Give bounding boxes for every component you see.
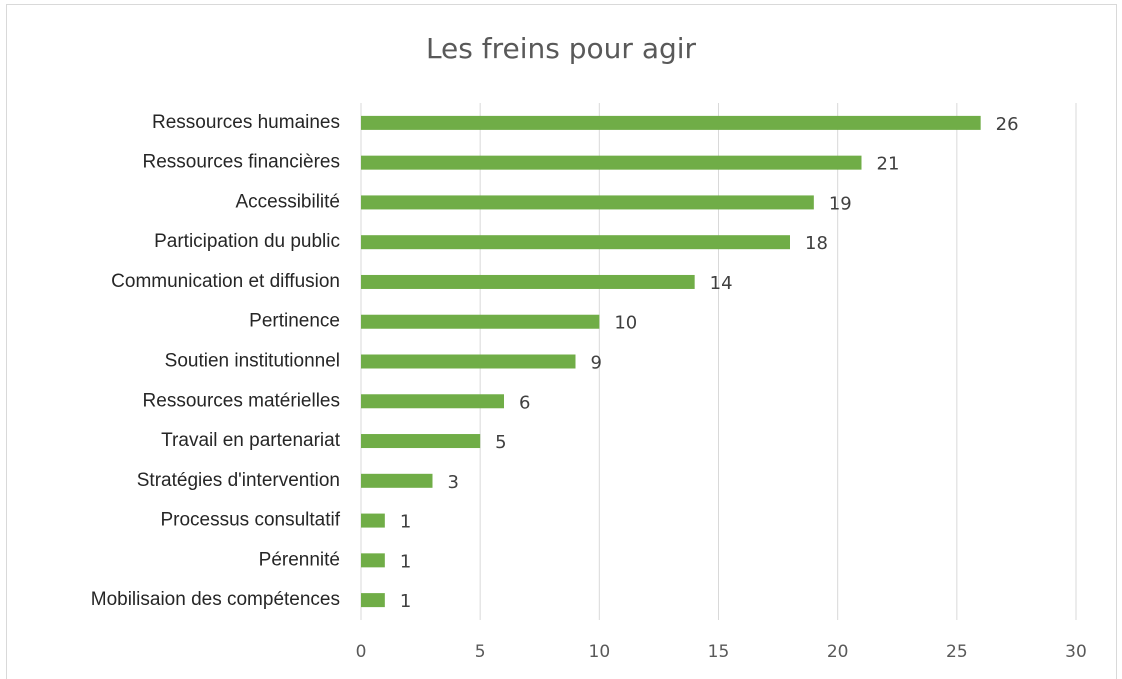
bar	[361, 473, 433, 488]
bar	[361, 513, 385, 528]
value-label: 18	[805, 233, 828, 254]
value-label: 10	[614, 313, 637, 334]
y-tick-label: Soutien institutionnel	[165, 351, 340, 372]
y-tick-label: Processus consultatif	[160, 510, 340, 531]
y-tick-label: Communication et diffusion	[111, 271, 340, 292]
x-tick-label: 5	[475, 642, 486, 662]
value-label: 1	[400, 512, 411, 533]
value-label: 21	[877, 154, 900, 175]
value-label: 26	[996, 114, 1019, 135]
x-tick-label: 0	[356, 642, 367, 662]
bar	[361, 434, 481, 449]
x-tick-label: 25	[946, 642, 968, 662]
bar	[361, 115, 981, 130]
value-label: 19	[829, 193, 852, 214]
y-tick-label: Mobilisaion des compétences	[91, 589, 340, 610]
bar	[361, 314, 600, 329]
bar	[361, 394, 504, 409]
y-tick-label: Ressources financières	[143, 152, 340, 173]
value-label: 6	[519, 392, 530, 413]
chart-title: Les freins pour agir	[426, 32, 697, 65]
y-tick-label: Ressources humaines	[152, 112, 340, 133]
value-label: 14	[710, 273, 733, 294]
bar	[361, 553, 385, 568]
value-label: 3	[448, 472, 459, 493]
y-tick-label: Travail en partenariat	[161, 430, 341, 451]
bar	[361, 195, 814, 210]
x-tick-label: 30	[1065, 642, 1087, 662]
bar	[361, 155, 862, 170]
chart-frame	[6, 4, 1117, 679]
bar	[361, 354, 576, 369]
value-label: 1	[400, 591, 411, 612]
y-tick-label: Stratégies d'intervention	[137, 470, 340, 491]
y-tick-label: Participation du public	[154, 231, 340, 252]
y-tick-label: Ressources matérielles	[143, 390, 340, 411]
x-tick-label: 10	[589, 642, 611, 662]
bar	[361, 235, 790, 250]
value-label: 5	[495, 432, 506, 453]
bar	[361, 593, 385, 608]
y-tick-label: Accessibilité	[235, 191, 340, 212]
value-label: 1	[400, 551, 411, 572]
bar	[361, 274, 695, 289]
y-tick-label: Pérennité	[259, 549, 340, 570]
x-tick-label: 20	[827, 642, 849, 662]
y-tick-label: Pertinence	[249, 311, 340, 332]
x-tick-label: 15	[708, 642, 730, 662]
value-label: 9	[591, 353, 602, 374]
